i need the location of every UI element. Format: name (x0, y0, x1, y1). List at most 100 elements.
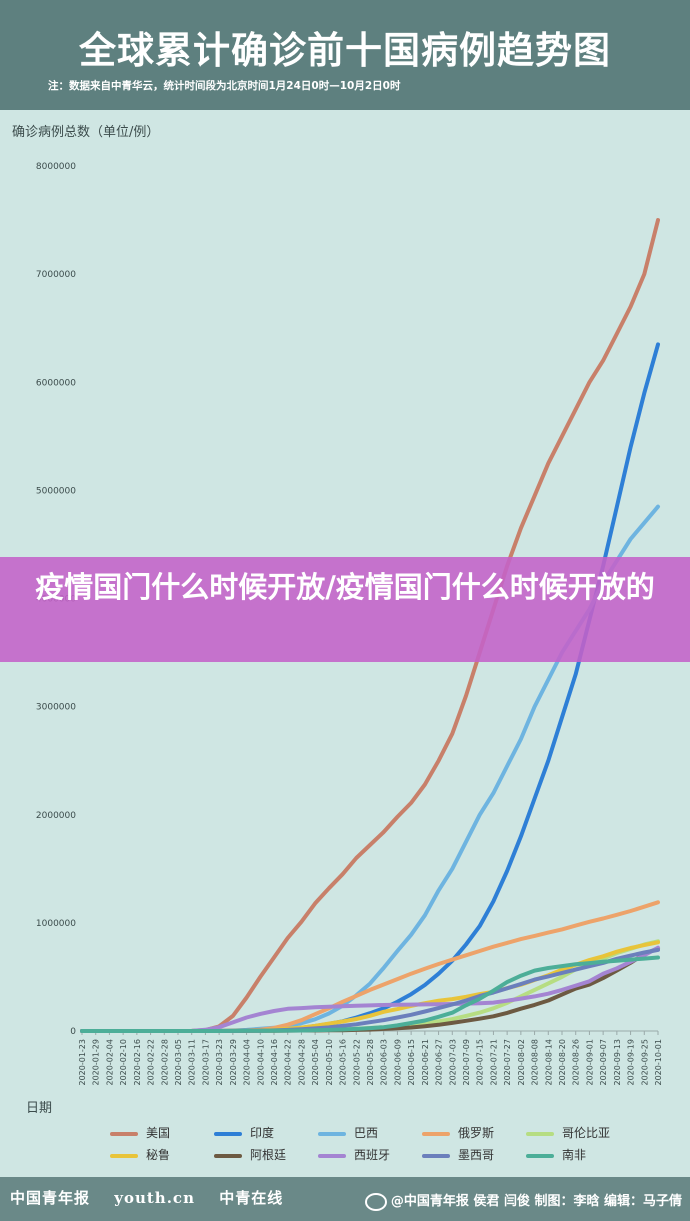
x-tick-label: 2020-02-04 (105, 1039, 114, 1086)
legend-label: 俄罗斯 (458, 1126, 495, 1140)
x-axis: 2020-01-23 2020-01-29 2020-02-04 2020-02-10… (78, 1031, 663, 1086)
x-tick-label: 2020-03-23 (215, 1039, 224, 1086)
headline-overlay: 疫情国门什么时候开放/疫情国门什么时候开放的 (0, 557, 690, 662)
x-tick-label: 2020-05-04 (311, 1039, 320, 1086)
footer-credits: @中国青年报 侯君 闫俊 制图：李晗 编辑：马子倩 (364, 1190, 682, 1211)
x-tick-label: 2020-02-22 (147, 1039, 156, 1086)
x-tick-label: 2020-08-20 (558, 1039, 567, 1086)
legend-swatch (422, 1153, 450, 1158)
x-tick-label: 2020-09-01 (585, 1039, 594, 1086)
x-tick-label: 2020-04-10 (256, 1039, 265, 1086)
x-tick-label: 2020-07-15 (476, 1039, 485, 1086)
x-tick-label: 2020-08-26 (572, 1039, 581, 1086)
legend-swatch (318, 1153, 346, 1158)
legend-item: 秘鲁 (110, 1146, 170, 1164)
footer-bar: 中国青年报 youth.cn 中青在线 @中国青年报 侯君 闫俊 制图：李晗 编… (0, 1177, 690, 1221)
line-chart: 确诊病例总数（单位/例） 8000000 7000000 6000000 500000… (12, 125, 663, 1116)
y-tick-label: 8000000 (36, 162, 76, 172)
x-tick-label: 2020-09-19 (627, 1039, 636, 1086)
legend-label: 秘鲁 (146, 1148, 171, 1162)
legend-item: 印度 (214, 1124, 274, 1142)
x-tick-label: 2020-01-29 (92, 1039, 101, 1086)
logo-zqzx: 中青在线 (219, 1189, 284, 1207)
legend-item: 西班牙 (318, 1146, 390, 1164)
footer-logos: 中国青年报 youth.cn 中青在线 (10, 1187, 301, 1208)
legend-swatch (110, 1153, 138, 1158)
y-tick-label: 1000000 (36, 919, 76, 929)
x-tick-label: 2020-09-13 (613, 1039, 622, 1086)
x-tick-label: 2020-08-02 (517, 1039, 526, 1086)
y-tick-label: 5000000 (36, 486, 76, 496)
x-tick-label: 2020-06-27 (435, 1039, 444, 1086)
x-tick-label: 2020-02-16 (133, 1039, 142, 1086)
chart-title: 全球累计确诊前十国病例趋势图 (79, 29, 611, 72)
series-line-南非 (80, 955, 660, 1033)
x-tick-label: 2020-08-08 (531, 1039, 540, 1086)
logo-cyol: 中国青年报 (10, 1189, 91, 1207)
y-tick-label: 0 (70, 1027, 76, 1037)
x-tick-label: 2020-07-09 (462, 1039, 471, 1086)
legend-item: 巴西 (318, 1124, 378, 1142)
weibo-icon (364, 1192, 387, 1211)
x-tick-label: 2020-03-17 (201, 1039, 210, 1086)
x-tick-label: 2020-09-07 (599, 1039, 608, 1086)
x-tick-label: 2020-06-21 (421, 1039, 430, 1086)
legend-item: 阿根廷 (214, 1146, 286, 1164)
y-tick-label: 2000000 (36, 811, 76, 821)
y-axis-title: 确诊病例总数（单位/例） (12, 125, 159, 140)
x-axis-title: 日期 (26, 1101, 52, 1116)
x-tick-label: 2020-03-29 (229, 1039, 238, 1086)
x-tick-label: 2020-07-21 (489, 1039, 498, 1086)
header-banner: 全球累计确诊前十国病例趋势图 注：数据来自中青华云，统计时间段为北京时间1月24… (0, 0, 690, 110)
y-tick-label: 6000000 (36, 378, 76, 388)
x-tick-label: 2020-05-28 (366, 1039, 375, 1086)
legend-swatch (214, 1131, 242, 1136)
legend-swatch (214, 1153, 242, 1158)
legend-swatch (526, 1131, 554, 1136)
x-tick-label: 2020-08-14 (544, 1039, 553, 1086)
legend-swatch (422, 1131, 450, 1136)
x-tick-label: 2020-10-01 (654, 1039, 663, 1086)
x-tick-label: 2020-01-23 (78, 1039, 87, 1086)
x-tick-label: 2020-04-16 (270, 1039, 279, 1086)
legend-label: 墨西哥 (458, 1148, 495, 1162)
x-tick-label: 2020-03-05 (174, 1039, 183, 1086)
x-tick-label: 2020-06-03 (380, 1039, 389, 1086)
x-tick-label: 2020-03-11 (188, 1039, 197, 1086)
x-tick-label: 2020-04-28 (297, 1039, 306, 1086)
legend-swatch (526, 1153, 554, 1158)
x-tick-label: 2020-06-09 (393, 1039, 402, 1086)
x-tick-label: 2020-04-22 (284, 1039, 293, 1086)
x-tick-label: 2020-02-10 (119, 1039, 128, 1086)
legend-label: 印度 (250, 1126, 275, 1140)
x-tick-label: 2020-05-16 (339, 1039, 348, 1086)
legend-label: 阿根廷 (250, 1148, 287, 1162)
legend-item: 俄罗斯 (422, 1124, 494, 1142)
x-tick-label: 2020-06-15 (407, 1039, 416, 1086)
legend-item: 墨西哥 (422, 1146, 494, 1164)
x-tick-label: 2020-02-28 (160, 1039, 169, 1086)
legend-label: 西班牙 (354, 1148, 391, 1162)
series-lines (80, 218, 660, 1033)
legend-label: 南非 (562, 1148, 587, 1162)
x-tick-label: 2020-07-27 (503, 1039, 512, 1086)
legend-item: 美国 (110, 1124, 170, 1142)
credits-text: @中国青年报 侯君 闫俊 制图：李晗 编辑：马子倩 (390, 1194, 682, 1209)
legend-item: 哥伦比亚 (526, 1124, 610, 1142)
x-tick-label: 2020-04-04 (243, 1039, 252, 1086)
x-tick-label: 2020-05-22 (352, 1039, 361, 1086)
legend-swatch (110, 1131, 138, 1136)
logo-youth: youth.cn (114, 1189, 195, 1207)
x-tick-label: 2020-05-10 (325, 1039, 334, 1086)
legend-label: 美国 (146, 1126, 171, 1140)
legend-label: 巴西 (354, 1126, 379, 1140)
x-tick-label: 2020-07-03 (448, 1039, 457, 1086)
legend-item: 南非 (526, 1146, 586, 1164)
y-tick-label: 7000000 (36, 270, 76, 280)
y-tick-label: 3000000 (36, 703, 76, 713)
legend-label: 哥伦比亚 (562, 1126, 611, 1140)
x-tick-label: 2020-09-25 (640, 1039, 649, 1086)
legend-swatch (318, 1131, 346, 1136)
data-source-note: 注：数据来自中青华云，统计时间段为北京时间1月24日0时—10月2日0时 (48, 80, 401, 92)
